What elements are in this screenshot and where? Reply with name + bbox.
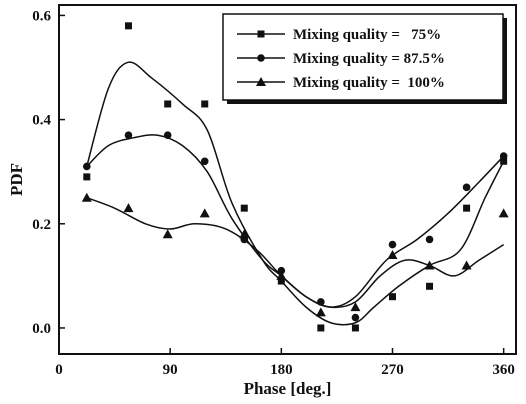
x-tick-label: 180	[270, 362, 293, 378]
x-tick-label: 0	[55, 362, 63, 378]
legend-box	[222, 13, 504, 101]
series-2-point	[388, 240, 397, 249]
plot-border	[58, 4, 517, 355]
x-axis-title: Phase [deg.]	[244, 379, 332, 398]
series-2-point	[200, 157, 209, 166]
y-tick-label: 0.4	[32, 113, 51, 129]
series-1-point	[240, 204, 248, 212]
series-3-point	[123, 203, 134, 213]
series-2-point	[425, 235, 434, 244]
x-tick-label: 270	[381, 362, 404, 378]
series-points	[81, 22, 509, 332]
series-1-point	[83, 173, 91, 181]
series-3-point	[239, 229, 250, 239]
series-1-point	[351, 324, 359, 332]
x-tick-label: 360	[492, 362, 515, 378]
series-2-point	[499, 152, 508, 160]
series-2-point	[82, 162, 91, 171]
y-tick-label: 0.2	[32, 217, 51, 233]
series-3-point	[498, 208, 509, 218]
series-2-point	[462, 183, 471, 192]
legend-label: Mixing quality = 100%	[293, 75, 445, 91]
series-3-point	[162, 229, 173, 239]
y-axis-title: PDF	[7, 163, 26, 196]
series-1-point	[426, 282, 434, 290]
series-2-point	[163, 131, 172, 140]
x-tick-label: 90	[163, 362, 178, 378]
series-2-point	[317, 298, 325, 306]
series-1-point	[463, 204, 471, 212]
legend-marker	[256, 77, 266, 86]
series-3-point	[387, 250, 398, 260]
series-1-point	[201, 100, 209, 108]
series-1-point	[164, 100, 172, 108]
series-1-point	[500, 157, 508, 165]
series-3-point	[199, 208, 210, 218]
legend-label: Mixing quality = 75%	[293, 27, 441, 43]
series-2-point	[124, 131, 133, 140]
series-3-point	[424, 260, 435, 270]
series-2-point	[277, 266, 286, 275]
series-3-point	[276, 270, 287, 280]
series-2-point	[351, 313, 360, 322]
series-1-point	[124, 22, 132, 30]
legend: Mixing quality = 75% Mixing quality = 87.…	[222, 13, 507, 104]
series-3-point	[81, 192, 92, 202]
legend-marker	[257, 54, 265, 62]
y-tick-label: 0.0	[32, 321, 51, 337]
axis-ticks: 0 90 180 270 360 0.0 0.2 0.4 0.6	[32, 8, 515, 378]
series-1-point	[388, 293, 396, 301]
y-tick-label: 0.6	[32, 8, 51, 24]
series-curve-3	[86, 197, 505, 309]
series-3-point	[350, 302, 361, 312]
series-1-point	[277, 277, 285, 285]
plot-frame	[58, 4, 517, 355]
legend-marker	[257, 30, 265, 38]
series-3-point	[315, 307, 326, 317]
series-3-point	[461, 260, 472, 270]
legend-label: Mixing quality = 87.5%	[293, 51, 445, 67]
series-1-point	[317, 324, 325, 332]
series-curve-2	[86, 134, 505, 308]
